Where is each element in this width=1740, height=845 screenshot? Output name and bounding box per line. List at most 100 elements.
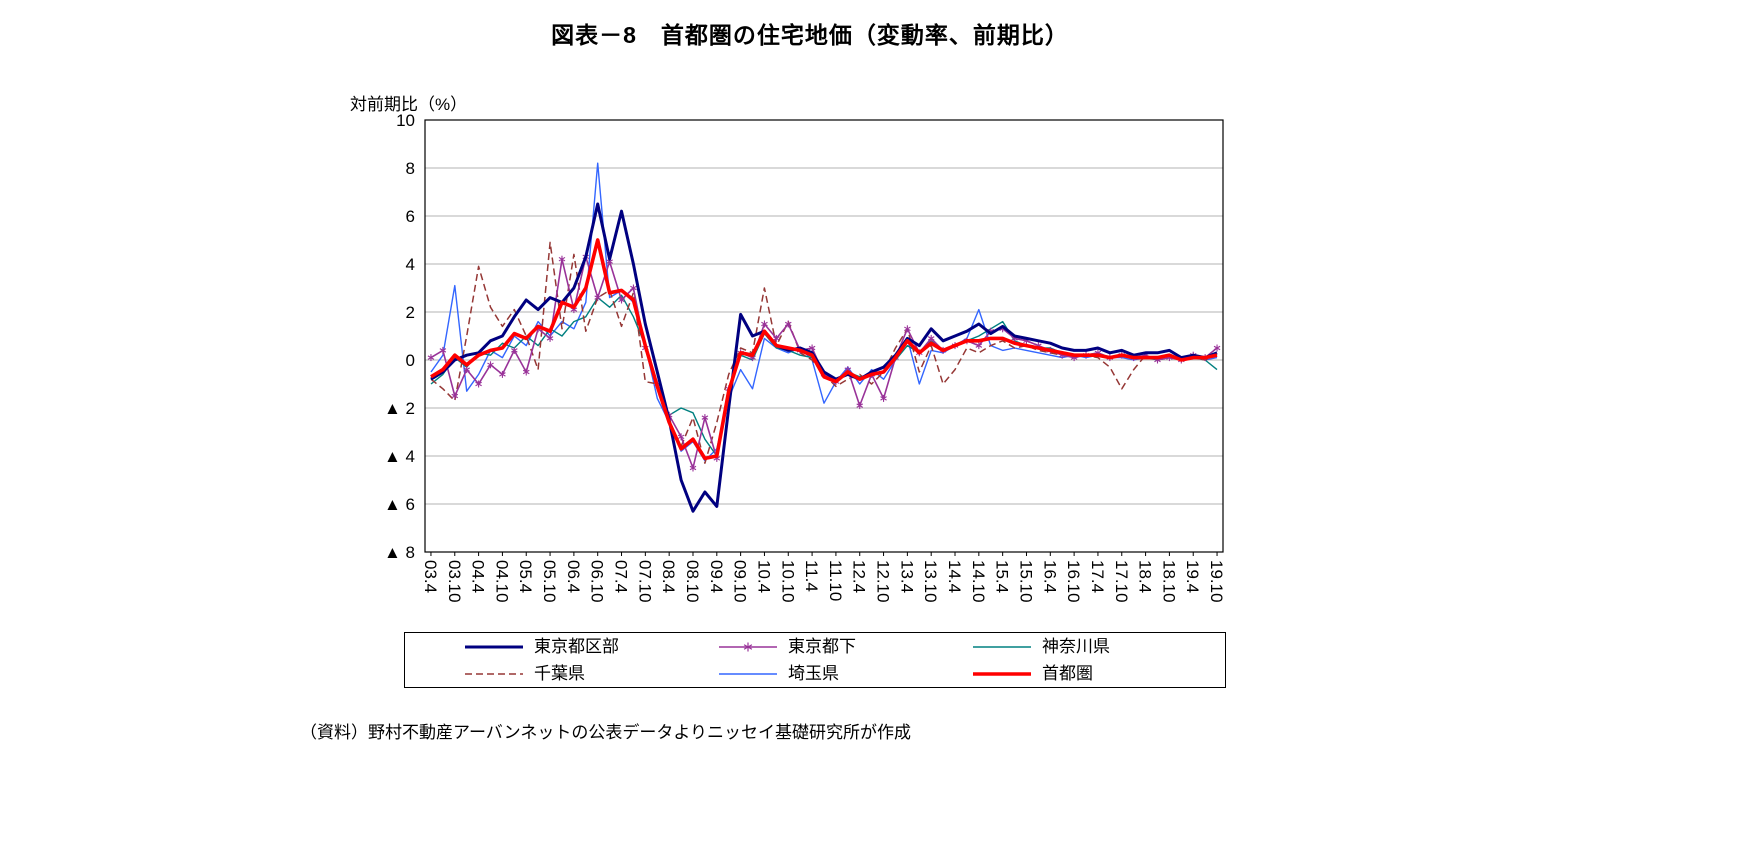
x-tick-label: 17.4 xyxy=(1088,560,1107,593)
marker-asterisk xyxy=(522,369,530,375)
legend-item-saitama: 埼玉県 xyxy=(717,665,971,682)
legend-line-sample xyxy=(719,672,777,675)
marker-asterisk xyxy=(701,415,709,420)
marker-asterisk xyxy=(856,403,864,408)
x-tick-label: 10.4 xyxy=(754,560,773,593)
x-tick-label: 05.10 xyxy=(540,560,559,603)
x-tick-label: 11.4 xyxy=(802,560,821,592)
legend-item-tokyo-suburbs: 東京都下 xyxy=(717,638,971,655)
marker-asterisk xyxy=(677,434,685,440)
y-tick-label: 8 xyxy=(406,159,415,178)
marker-asterisk xyxy=(761,321,768,327)
x-tick-label: 05.4 xyxy=(516,560,535,593)
x-tick-label: 03.10 xyxy=(445,560,464,603)
marker-asterisk xyxy=(749,355,756,360)
x-tick-label: 09.4 xyxy=(707,560,726,593)
x-tick-label: 16.4 xyxy=(1040,560,1059,593)
x-tick-label: 11.10 xyxy=(826,560,845,601)
x-tick-label: 16.10 xyxy=(1064,560,1083,603)
marker-asterisk xyxy=(546,336,554,341)
marker-asterisk xyxy=(975,343,983,348)
x-tick-label: 04.10 xyxy=(492,560,511,603)
x-tick-label: 06.4 xyxy=(564,560,583,593)
marker-asterisk xyxy=(927,336,935,341)
x-tick-label: 03.4 xyxy=(421,560,440,593)
y-tick-label: 4 xyxy=(406,255,415,274)
x-tick-label: 08.4 xyxy=(659,560,678,593)
x-tick-label: 10.10 xyxy=(778,560,797,603)
y-tick-label: ▲ 2 xyxy=(384,399,415,418)
marker-asterisk xyxy=(689,465,697,471)
legend-item-tokyo-wards: 東京都区部 xyxy=(463,638,717,655)
source-note: （資料）野村不動産アーバンネットの公表データよりニッセイ基礎研究所が作成 xyxy=(300,723,911,742)
x-tick-label: 07.10 xyxy=(635,560,654,603)
y-tick-label: ▲ 6 xyxy=(384,495,415,514)
legend-label: 首都圏 xyxy=(1042,664,1093,683)
marker-asterisk xyxy=(808,345,816,351)
legend-label: 埼玉県 xyxy=(788,664,839,683)
legend-item-kanagawa: 神奈川県 xyxy=(971,638,1225,655)
marker-asterisk xyxy=(880,396,887,401)
y-tick-label: 10 xyxy=(396,111,415,130)
legend-label: 千葉県 xyxy=(534,664,585,683)
x-tick-label: 17.10 xyxy=(1112,560,1131,603)
y-tick-label: ▲ 8 xyxy=(384,543,415,562)
marker-asterisk xyxy=(594,295,602,300)
marker-asterisk xyxy=(511,348,518,353)
legend-line-sample xyxy=(465,645,523,648)
legend-item-shutoken: 首都圏 xyxy=(971,665,1225,682)
marker-asterisk xyxy=(451,393,459,399)
x-tick-label: 19.4 xyxy=(1183,560,1202,593)
marker-asterisk xyxy=(844,367,852,372)
marker-asterisk xyxy=(606,259,613,264)
x-tick-label: 14.10 xyxy=(969,560,988,603)
x-tick-label: 13.10 xyxy=(921,560,940,603)
marker-asterisk xyxy=(773,336,780,341)
x-tick-label: 12.4 xyxy=(850,560,869,593)
x-tick-label: 04.4 xyxy=(469,560,488,593)
x-tick-label: 15.4 xyxy=(993,560,1012,593)
x-tick-label: 13.4 xyxy=(897,560,916,593)
y-axis-title: 対前期比（%） xyxy=(350,95,468,114)
marker-asterisk xyxy=(558,256,566,262)
chart-legend: 東京都区部 東京都下 神奈川県 千葉県 埼玉県 首都圏 xyxy=(404,632,1226,688)
marker-asterisk xyxy=(904,326,911,332)
x-tick-label: 14.4 xyxy=(945,560,964,593)
series-line-1 xyxy=(430,255,1218,469)
y-tick-label: 6 xyxy=(406,207,415,226)
marker-asterisk xyxy=(487,362,494,368)
x-tick-label: 12.10 xyxy=(874,560,893,603)
marker-asterisk xyxy=(439,348,447,353)
x-tick-label: 08.10 xyxy=(683,560,702,603)
legend-label: 神奈川県 xyxy=(1042,637,1110,656)
y-tick-label: 0 xyxy=(406,351,415,370)
x-tick-label: 18.4 xyxy=(1136,560,1155,593)
legend-item-chiba: 千葉県 xyxy=(463,665,717,682)
marker-asterisk xyxy=(475,381,482,387)
x-tick-label: 19.10 xyxy=(1207,560,1226,603)
chart-title: 図表－8 首都圏の住宅地価（変動率、前期比） xyxy=(551,22,1069,48)
legend-label: 東京都区部 xyxy=(534,637,619,656)
marker-asterisk xyxy=(743,643,753,650)
x-tick-label: 15.10 xyxy=(1016,560,1035,603)
legend-line-sample xyxy=(719,642,777,651)
marker-asterisk xyxy=(570,307,578,312)
marker-asterisk xyxy=(499,372,506,377)
x-tick-label: 18.10 xyxy=(1159,560,1178,603)
y-tick-label: 2 xyxy=(406,303,415,322)
series-line-5 xyxy=(430,238,1218,461)
legend-label: 東京都下 xyxy=(788,637,856,656)
marker-asterisk xyxy=(463,367,470,372)
legend-line-sample xyxy=(973,671,1031,676)
x-tick-label: 09.10 xyxy=(731,560,750,603)
marker-asterisk xyxy=(427,355,435,360)
plot-border xyxy=(424,119,1224,553)
y-tick-label: ▲ 4 xyxy=(384,447,415,466)
marker-asterisk xyxy=(713,456,721,461)
marker-asterisk xyxy=(784,321,792,327)
marker-asterisk xyxy=(618,297,625,303)
marker-asterisk xyxy=(630,285,637,291)
x-tick-label: 07.4 xyxy=(612,560,631,593)
marker-asterisk xyxy=(1213,345,1221,351)
